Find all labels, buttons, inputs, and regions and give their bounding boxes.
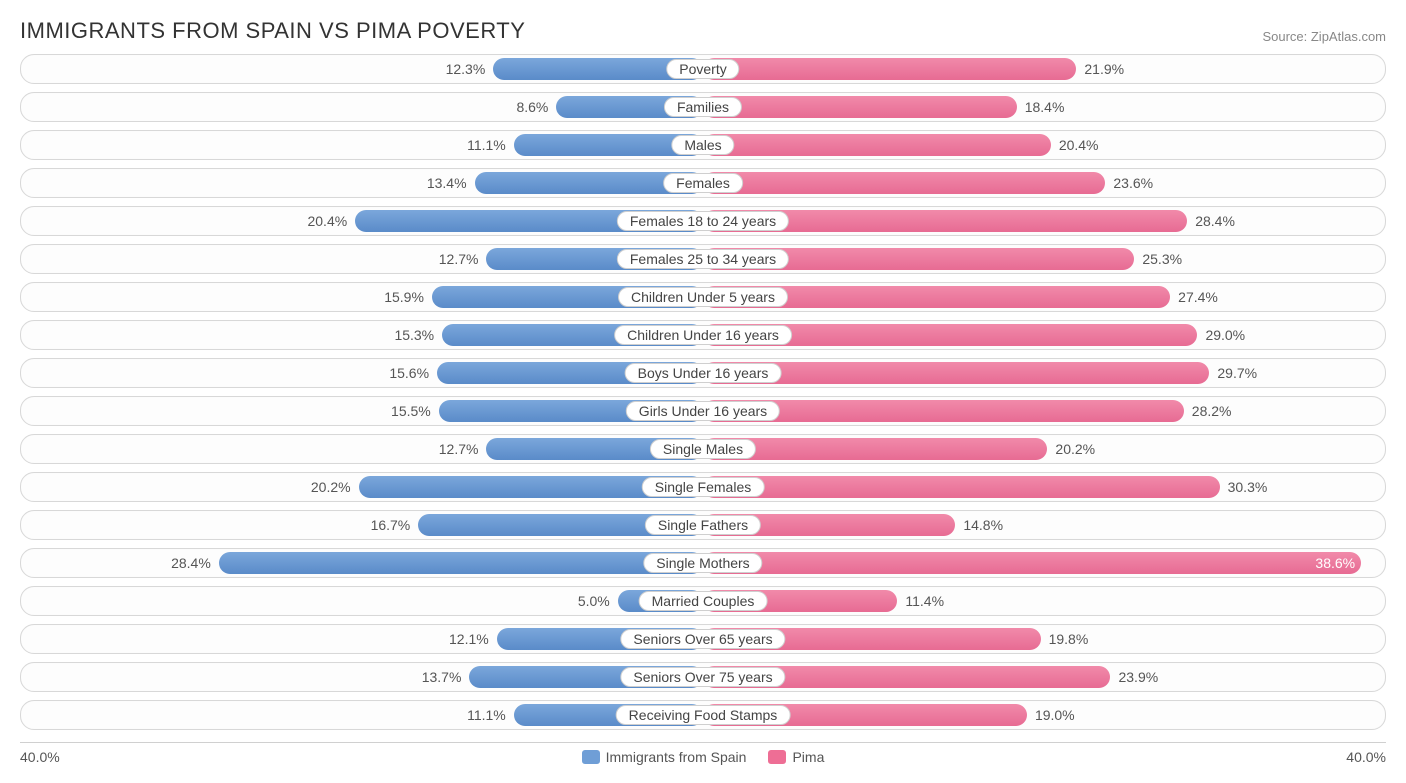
legend-label-right: Pima xyxy=(792,749,824,765)
category-label: Married Couples xyxy=(639,591,768,611)
value-left: 16.7% xyxy=(371,517,419,533)
category-label: Boys Under 16 years xyxy=(625,363,782,383)
value-left: 5.0% xyxy=(578,593,618,609)
category-label: Females 18 to 24 years xyxy=(617,211,789,231)
category-label: Females xyxy=(663,173,743,193)
value-right: 11.4% xyxy=(897,593,944,609)
value-right: 27.4% xyxy=(1170,289,1218,305)
chart-row: 13.4%23.6%Females xyxy=(20,168,1386,198)
category-label: Single Mothers xyxy=(643,553,762,573)
value-right: 29.7% xyxy=(1209,365,1257,381)
value-left: 12.3% xyxy=(446,61,494,77)
chart-row: 20.2%30.3%Single Females xyxy=(20,472,1386,502)
value-right: 19.8% xyxy=(1041,631,1089,647)
legend-item-left: Immigrants from Spain xyxy=(582,749,747,765)
category-label: Seniors Over 75 years xyxy=(620,667,785,687)
bar-right: 21.9% xyxy=(703,58,1076,80)
value-left: 11.1% xyxy=(467,137,514,153)
chart-row: 12.3%21.9%Poverty xyxy=(20,54,1386,84)
category-label: Families xyxy=(664,97,742,117)
chart-row: 8.6%18.4%Families xyxy=(20,92,1386,122)
value-left: 8.6% xyxy=(516,99,556,115)
category-label: Single Fathers xyxy=(645,515,761,535)
value-left: 28.4% xyxy=(171,555,219,571)
value-left: 13.4% xyxy=(427,175,475,191)
legend-swatch-left xyxy=(582,750,600,764)
category-label: Poverty xyxy=(666,59,739,79)
bar-right: 30.3% xyxy=(703,476,1220,498)
chart-row: 12.7% 20.2% Single Males xyxy=(20,434,1386,464)
axis-max-right: 40.0% xyxy=(1346,749,1386,765)
value-right: 20.4% xyxy=(1051,137,1099,153)
value-left: 20.4% xyxy=(307,213,355,229)
bar-right: 20.4% xyxy=(703,134,1051,156)
value-left: 12.1% xyxy=(449,631,497,647)
legend-swatch-right xyxy=(768,750,786,764)
category-label: Single Females xyxy=(642,477,765,497)
value-right: 18.4% xyxy=(1017,99,1065,115)
legend: Immigrants from Spain Pima xyxy=(582,749,825,765)
value-left: 15.3% xyxy=(394,327,442,343)
chart-row: 15.3% 29.0% Children Under 16 years xyxy=(20,320,1386,350)
chart-source: Source: ZipAtlas.com xyxy=(1262,29,1386,44)
value-left: 11.1% xyxy=(467,707,514,723)
chart-row: 15.9% 27.4% Children Under 5 years xyxy=(20,282,1386,312)
value-right: 25.3% xyxy=(1134,251,1182,267)
bar-right: 23.6% xyxy=(703,172,1105,194)
legend-label-left: Immigrants from Spain xyxy=(606,749,747,765)
value-left: 15.9% xyxy=(384,289,432,305)
chart-row: 28.4% 38.6% Single Mothers xyxy=(20,548,1386,578)
category-label: Single Males xyxy=(650,439,756,459)
chart-row: 20.4% 28.4% Females 18 to 24 years xyxy=(20,206,1386,236)
bar-right: 38.6% xyxy=(703,552,1361,574)
value-right: 30.3% xyxy=(1220,479,1268,495)
chart-row: 13.7% 23.9% Seniors Over 75 years xyxy=(20,662,1386,692)
value-right: 23.9% xyxy=(1110,669,1158,685)
category-label: Children Under 5 years xyxy=(618,287,788,307)
legend-item-right: Pima xyxy=(768,749,824,765)
category-label: Seniors Over 65 years xyxy=(620,629,785,649)
bar-right: 18.4% xyxy=(703,96,1017,118)
value-right: 23.6% xyxy=(1105,175,1153,191)
category-label: Receiving Food Stamps xyxy=(616,705,791,725)
chart-footer: 40.0% Immigrants from Spain Pima 40.0% xyxy=(20,749,1386,765)
value-right: 29.0% xyxy=(1197,327,1245,343)
diverging-bar-chart: 12.3%21.9%Poverty8.6%18.4%Families11.1%2… xyxy=(20,54,1386,743)
chart-row: 11.1%20.4%Males xyxy=(20,130,1386,160)
value-right: 21.9% xyxy=(1076,61,1124,77)
value-left: 15.5% xyxy=(391,403,439,419)
value-left: 15.6% xyxy=(389,365,437,381)
axis-max-left: 40.0% xyxy=(20,749,60,765)
value-right: 20.2% xyxy=(1047,441,1095,457)
value-right: 19.0% xyxy=(1027,707,1075,723)
chart-row: 16.7% 14.8% Single Fathers xyxy=(20,510,1386,540)
chart-title: IMMIGRANTS FROM SPAIN VS PIMA POVERTY xyxy=(20,18,525,44)
chart-header: IMMIGRANTS FROM SPAIN VS PIMA POVERTY So… xyxy=(20,18,1386,44)
value-right: 38.6% xyxy=(1315,555,1355,571)
category-label: Males xyxy=(671,135,734,155)
category-label: Females 25 to 34 years xyxy=(617,249,789,269)
chart-row: 12.1% 19.8% Seniors Over 65 years xyxy=(20,624,1386,654)
chart-row: 11.1% 19.0% Receiving Food Stamps xyxy=(20,700,1386,730)
value-right: 28.2% xyxy=(1184,403,1232,419)
chart-row: 12.7% 25.3% Females 25 to 34 years xyxy=(20,244,1386,274)
value-left: 12.7% xyxy=(439,251,487,267)
value-left: 12.7% xyxy=(439,441,487,457)
category-label: Girls Under 16 years xyxy=(626,401,780,421)
category-label: Children Under 16 years xyxy=(614,325,792,345)
chart-row: 15.5% 28.2% Girls Under 16 years xyxy=(20,396,1386,426)
bar-left: 28.4% xyxy=(219,552,703,574)
value-left: 13.7% xyxy=(422,669,470,685)
value-right: 28.4% xyxy=(1187,213,1235,229)
chart-row: 15.6% 29.7% Boys Under 16 years xyxy=(20,358,1386,388)
value-left: 20.2% xyxy=(311,479,359,495)
value-right: 14.8% xyxy=(955,517,1003,533)
chart-row: 5.0% 11.4% Married Couples xyxy=(20,586,1386,616)
